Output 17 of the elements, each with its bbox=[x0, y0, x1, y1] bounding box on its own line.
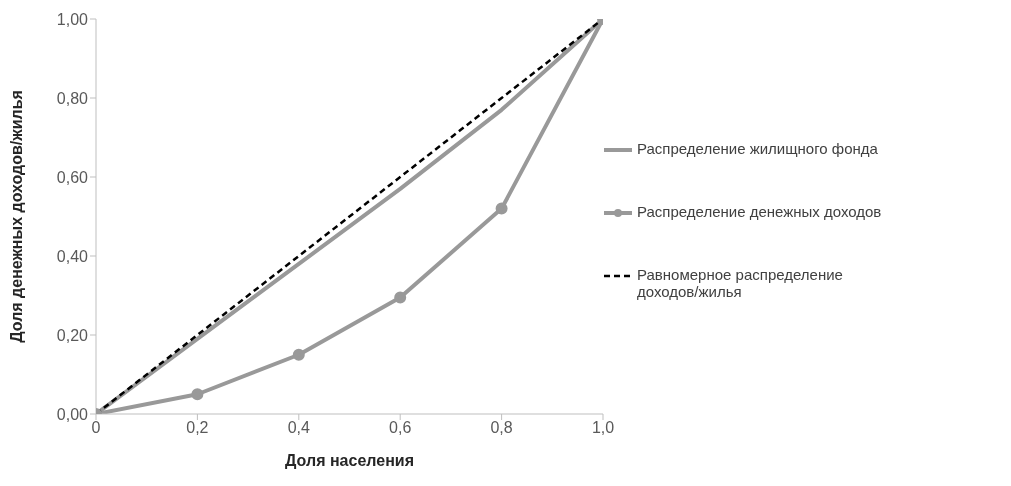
x-tick-label: 0 bbox=[91, 419, 101, 437]
y-tick-label: 0,20 bbox=[56, 326, 89, 344]
y-tick-label: 1,00 bbox=[56, 10, 89, 28]
x-tick-label: 0,6 bbox=[389, 419, 412, 437]
y-tick-label: 0,00 bbox=[56, 405, 89, 423]
x-tick-label: 0,2 bbox=[186, 419, 209, 437]
legend-label: Распределение денежных доходов bbox=[637, 203, 882, 220]
legend-label: Равномерное распределение доходов/жилья bbox=[637, 266, 844, 300]
y-axis-title: Доля денежных доходов/жилья bbox=[7, 90, 25, 343]
y-tick-label: 0,60 bbox=[56, 168, 89, 186]
x-tick-label: 1,0 bbox=[591, 419, 615, 437]
y-tick-label: 0,80 bbox=[56, 89, 89, 107]
legend-label: Распределение жилищного фонда bbox=[637, 140, 878, 157]
x-axis-title: Доля населения bbox=[285, 452, 414, 469]
x-tick-label: 0,4 bbox=[287, 419, 311, 437]
y-tick-label: 0,40 bbox=[56, 247, 89, 265]
x-tick-label: 0,8 bbox=[490, 419, 513, 437]
